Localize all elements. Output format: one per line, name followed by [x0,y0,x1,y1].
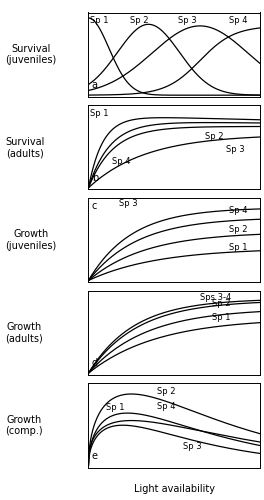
Text: Sp 3: Sp 3 [178,16,196,25]
Text: Sp 4: Sp 4 [229,16,248,25]
Text: Growth
(adults): Growth (adults) [5,322,43,344]
Text: c: c [92,201,97,211]
Text: Sp 4: Sp 4 [112,157,131,166]
Text: Sp 2: Sp 2 [229,224,248,234]
Text: d: d [92,358,98,368]
Text: Sp 1: Sp 1 [229,243,248,252]
Text: Sp 2: Sp 2 [205,132,224,141]
Text: Sp 1: Sp 1 [90,108,109,118]
Text: Sp 3: Sp 3 [183,442,201,451]
Text: e: e [92,451,98,461]
Text: Growth
(juveniles): Growth (juveniles) [5,229,56,251]
Text: Light availability: Light availability [134,484,215,494]
Text: Sp 2: Sp 2 [212,298,230,308]
Text: Sp 3: Sp 3 [119,200,138,208]
Text: Sp 1: Sp 1 [106,403,124,412]
Text: Sp 1: Sp 1 [90,16,109,25]
Text: b: b [92,173,98,183]
Text: Survival
(juveniles): Survival (juveniles) [5,44,56,66]
Text: Growth
(comp.): Growth (comp.) [5,414,43,436]
Text: Sp 2: Sp 2 [157,386,176,396]
Text: Sp 4: Sp 4 [157,402,176,411]
Text: Sp 3: Sp 3 [226,146,244,154]
Text: Sps 3-4: Sps 3-4 [200,293,231,302]
Text: Survival
(adults): Survival (adults) [5,136,45,158]
Text: a: a [92,80,98,90]
Text: Sp 1: Sp 1 [212,313,230,322]
Text: Sp 2: Sp 2 [130,16,148,25]
Text: Sp 4: Sp 4 [229,206,248,215]
